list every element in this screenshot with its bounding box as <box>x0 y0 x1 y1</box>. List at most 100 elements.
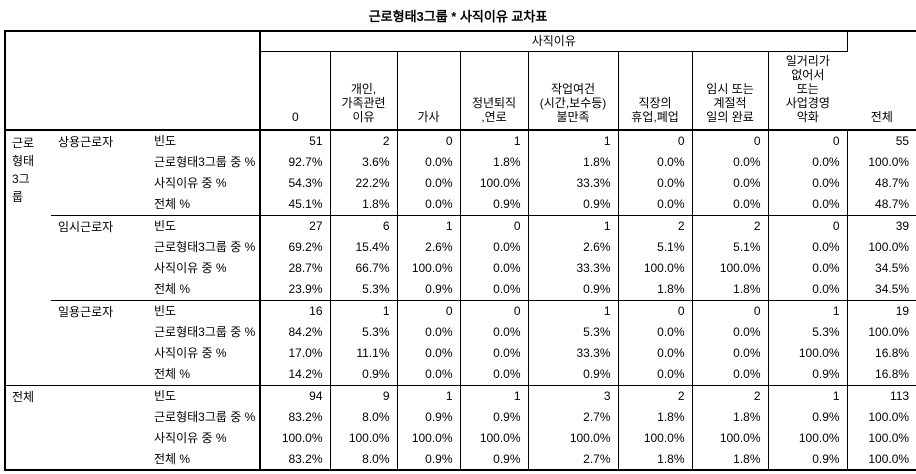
data-cell: 1 <box>527 299 619 322</box>
data-cell: 54.3% <box>259 172 331 194</box>
data-cell: 0.0% <box>691 172 769 194</box>
table-row-total: 근로형태3그룹 중 % 83.2% 8.0% 0.9% 0.9% 2.7% 1.… <box>5 406 916 428</box>
table-row: 사직이유 중 % 54.3% 22.2% 0.0% 100.0% 33.3% 0… <box>5 172 916 194</box>
col-header-total: 전체 <box>847 31 916 131</box>
table-row: 사직이유 중 % 17.0% 11.1% 0.0% 0.0% 33.3% 0.0… <box>5 342 916 364</box>
data-cell: 0.9% <box>527 278 619 300</box>
data-cell: 14.2% <box>259 363 331 385</box>
data-cell: 100.0% <box>527 427 619 449</box>
data-cell: 1.8% <box>459 151 529 173</box>
row-stat-label: 사직이유 중 % <box>154 431 227 446</box>
data-cell: 0.9% <box>459 193 529 215</box>
table-row: 근로형태3그룹 중 % 92.7% 3.6% 0.0% 1.8% 1.8% 0.… <box>5 151 916 173</box>
data-cell: 0 <box>767 130 848 152</box>
row-stat-label: 빈도 <box>151 214 261 237</box>
col-header-retirement: 정년퇴직 ,연로 <box>459 51 529 131</box>
row-dim-label: 근로 형태 3그 룹 <box>12 136 35 204</box>
data-cell: 0.0% <box>459 236 529 258</box>
row-stat-label: 전체 % <box>154 367 191 382</box>
data-cell: 0.0% <box>459 257 529 279</box>
table-row-total: 사직이유 중 % 100.0% 100.0% 100.0% 100.0% 100… <box>5 427 916 449</box>
table-row: 사직이유 중 % 28.7% 66.7% 100.0% 0.0% 33.3% 1… <box>5 257 916 279</box>
row-stat-label: 빈도 <box>154 134 177 149</box>
data-cell: 1 <box>396 214 461 237</box>
data-cell: 33.3% <box>527 342 619 364</box>
row-group-label: 일용근로자 <box>51 299 151 385</box>
data-cell: 0.0% <box>459 278 529 300</box>
data-cell: 1 <box>767 384 848 407</box>
data-cell: 1.8% <box>329 193 398 215</box>
data-cell: 100.0% <box>691 427 769 449</box>
data-cell: 1 <box>527 130 619 152</box>
data-cell: 0 <box>396 130 461 152</box>
data-cell: 1.8% <box>691 448 769 470</box>
data-cell: 5.3% <box>767 321 848 343</box>
data-cell: 0.0% <box>396 172 461 194</box>
data-cell: 5.1% <box>617 236 693 258</box>
data-cell: 27 <box>259 214 331 237</box>
data-cell: 16.8% <box>846 363 916 385</box>
table-row: 전체 % 23.9% 5.3% 0.9% 0.0% 0.9% 1.8% 1.8%… <box>5 278 916 300</box>
data-cell: 0.9% <box>329 363 398 385</box>
table-row: 전체 % 14.2% 0.9% 0.0% 0.0% 0.9% 0.0% 0.0%… <box>5 363 916 385</box>
data-cell: 1.8% <box>617 278 693 300</box>
row-total-label: 전체 <box>5 384 151 470</box>
row-group-label: 임시근로자 <box>51 214 151 300</box>
table-row: 근로 형태 3그 룹 상용근로자 빈도 51 2 0 1 1 0 0 0 55 <box>5 130 916 204</box>
data-cell: 0.9% <box>527 193 619 215</box>
data-cell: 3 <box>527 384 619 407</box>
data-cell: 0.9% <box>767 406 848 428</box>
data-cell: 0.0% <box>691 342 769 364</box>
data-cell: 0.0% <box>767 151 848 173</box>
data-cell: 0.0% <box>767 236 848 258</box>
header-row-columns: 0 개인, 가족관련 이유 가사 정년퇴직 ,연로 작업여건 (시간,보수등) … <box>5 51 916 131</box>
row-stat-label: 근로형태3그룹 중 % <box>154 409 256 424</box>
row-stat-label: 전체 % <box>154 451 191 466</box>
crosstab-table: 사직이유 전체 0 개인, 가족관련 이유 가사 정년퇴직 ,연로 작업여건 (… <box>4 30 916 471</box>
data-cell: 1 <box>527 214 619 237</box>
data-cell: 48.7% <box>846 172 916 194</box>
data-cell: 0.0% <box>767 172 848 194</box>
data-cell: 0.9% <box>396 448 461 470</box>
row-stat-label: 빈도 <box>151 299 261 322</box>
data-cell: 83.2% <box>259 448 331 470</box>
data-cell: 100.0% <box>846 321 916 343</box>
data-cell: 45.1% <box>259 193 331 215</box>
data-cell: 0.0% <box>767 193 848 215</box>
data-cell: 17.0% <box>259 342 331 364</box>
data-cell: 0 <box>617 130 693 152</box>
data-cell: 0 <box>459 214 529 237</box>
data-cell: 2 <box>617 384 693 407</box>
data-cell: 1 <box>459 384 529 407</box>
data-cell: 0.9% <box>396 278 461 300</box>
data-cell: 0.0% <box>617 151 693 173</box>
row-stat-label: 근로형태3그룹 중 % <box>154 239 256 254</box>
col-header-workplace-closure: 직장의 휴업,폐업 <box>617 51 693 131</box>
stub-corner <box>5 31 262 131</box>
data-cell: 0.0% <box>396 363 461 385</box>
data-cell: 5.3% <box>329 321 398 343</box>
data-cell: 83.2% <box>259 406 331 428</box>
data-cell: 100.0% <box>329 427 398 449</box>
data-cell: 1.8% <box>691 278 769 300</box>
data-cell: 100.0% <box>691 257 769 279</box>
data-cell: 100.0% <box>767 427 848 449</box>
data-cell: 0 <box>691 130 769 152</box>
data-cell: 1 <box>396 384 461 407</box>
col-header-personal-family: 개인, 가족관련 이유 <box>329 51 398 131</box>
data-cell: 0 <box>617 299 693 322</box>
data-cell: 100.0% <box>459 172 529 194</box>
data-cell: 0.0% <box>396 321 461 343</box>
data-cell: 2 <box>691 384 769 407</box>
data-cell: 55 <box>846 130 916 152</box>
data-cell: 100.0% <box>767 342 848 364</box>
data-cell: 5.1% <box>691 236 769 258</box>
data-cell: 16.8% <box>846 342 916 364</box>
row-stat-label: 사직이유 중 % <box>154 176 227 191</box>
column-group-header: 사직이유 <box>260 31 848 52</box>
data-cell: 0.0% <box>617 172 693 194</box>
data-cell: 100.0% <box>846 236 916 258</box>
data-cell: 0.9% <box>527 363 619 385</box>
data-cell: 1.8% <box>617 448 693 470</box>
table-row: 전체 % 45.1% 1.8% 0.0% 0.9% 0.9% 0.0% 0.0%… <box>5 193 916 215</box>
